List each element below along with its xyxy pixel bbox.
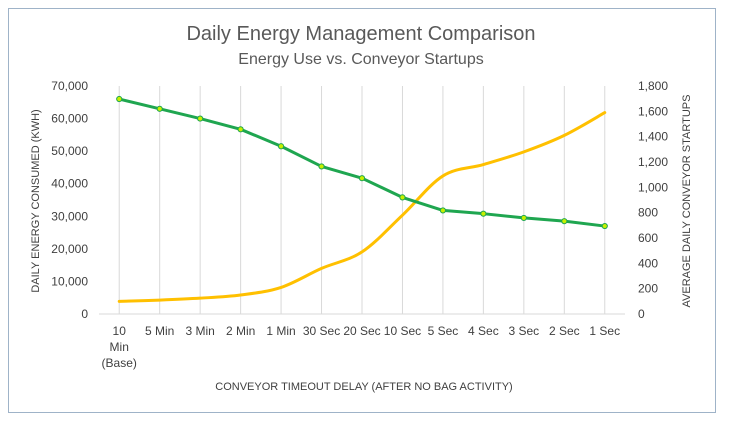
y-tick-left: 10,000 — [51, 274, 88, 288]
x-tick-label: 5 Min — [145, 324, 174, 338]
tick-layer: 0 10,000 20,000 30,000 40,000 50,000 60,000 70,… — [51, 79, 668, 370]
x-tick-label: 1 Min — [266, 324, 295, 338]
energy-point-6 — [358, 175, 366, 182]
y-tick-right: 200 — [638, 282, 658, 296]
series-layer — [116, 95, 608, 303]
y-axis-title-left: DAILY ENERGY CONSUMED (KWH) — [30, 109, 42, 292]
y-tick-left: 0 — [81, 307, 88, 321]
x-tick-label: 3 Min — [185, 324, 214, 338]
y-tick-right: 0 — [638, 307, 645, 321]
energy-point-7 — [399, 194, 406, 201]
x-axis-title: CONVEYOR TIMEOUT DELAY (AFTER NO BAG ACT… — [215, 381, 512, 393]
x-tick-label: 10 Sec — [384, 324, 421, 338]
energy-point-0 — [116, 95, 123, 103]
x-tick-line: 1 Sec — [589, 324, 620, 338]
x-tick-line: 5 Sec — [428, 324, 459, 338]
x-tick-label: 10 Min (Base) — [102, 324, 137, 370]
x-tick-label: 2 Sec — [549, 324, 580, 338]
chart-subtitle: Energy Use vs. Conveyor Startups — [238, 51, 483, 68]
energy-point-12 — [601, 222, 608, 230]
energy-point-5 — [318, 163, 325, 170]
x-tick-line: 2 Min — [226, 324, 255, 338]
y-tick-right: 1,400 — [638, 130, 668, 144]
y-tick-left: 30,000 — [51, 209, 88, 223]
x-tick-line: (Base) — [102, 356, 137, 370]
y-axis-title-right: AVERAGE DAILY CONVEYOR STARTUPS — [681, 95, 693, 308]
y-tick-left: 40,000 — [51, 177, 88, 191]
energy-point-1 — [156, 105, 163, 112]
y-tick-left: 50,000 — [51, 144, 88, 158]
x-tick-label: 4 Sec — [468, 324, 499, 338]
x-tick-line: 5 Min — [145, 324, 174, 338]
y-tick-right: 1,800 — [638, 79, 668, 93]
energy-point-3 — [237, 126, 244, 133]
y-tick-right: 1,200 — [638, 155, 668, 169]
energy-point-11 — [561, 218, 568, 225]
x-tick-line: 30 Sec — [303, 324, 340, 338]
x-tick-label: 3 Sec — [509, 324, 540, 338]
x-tick-line: Min — [110, 340, 129, 354]
x-tick-label: 30 Sec — [303, 324, 340, 338]
y-tick-left: 70,000 — [51, 79, 88, 93]
energy-point-2 — [197, 115, 204, 122]
startups-series-line — [117, 111, 607, 303]
y-tick-right: 600 — [638, 231, 658, 245]
x-tick-line: 2 Sec — [549, 324, 580, 338]
x-tick-label: 5 Sec — [428, 324, 459, 338]
x-tick-label: 1 Sec — [589, 324, 620, 338]
y-tick-left: 20,000 — [51, 242, 88, 256]
x-tick-line: 3 Sec — [509, 324, 540, 338]
y-tick-right: 800 — [638, 206, 658, 220]
energy-point-10 — [520, 214, 527, 222]
x-tick-line: 10 Sec — [384, 324, 421, 338]
x-tick-line: 3 Min — [185, 324, 214, 338]
energy-point-8 — [439, 207, 447, 214]
energy-point-9 — [480, 210, 487, 217]
y-tick-right: 400 — [638, 256, 658, 270]
x-tick-line: 4 Sec — [468, 324, 499, 338]
y-tick-right: 1,000 — [638, 180, 668, 194]
energy-point-4 — [277, 143, 285, 150]
x-tick-line: 1 Min — [266, 324, 295, 338]
x-tick-label: 2 Min — [226, 324, 255, 338]
grid-layer — [99, 86, 625, 315]
x-tick-label: 20 Sec — [343, 324, 380, 338]
x-tick-line: 20 Sec — [343, 324, 380, 338]
y-tick-left: 60,000 — [51, 112, 88, 126]
x-tick-line: 10 — [113, 324, 127, 338]
y-tick-right: 1,600 — [638, 104, 668, 118]
chart-title: Daily Energy Management Comparison — [186, 23, 535, 45]
